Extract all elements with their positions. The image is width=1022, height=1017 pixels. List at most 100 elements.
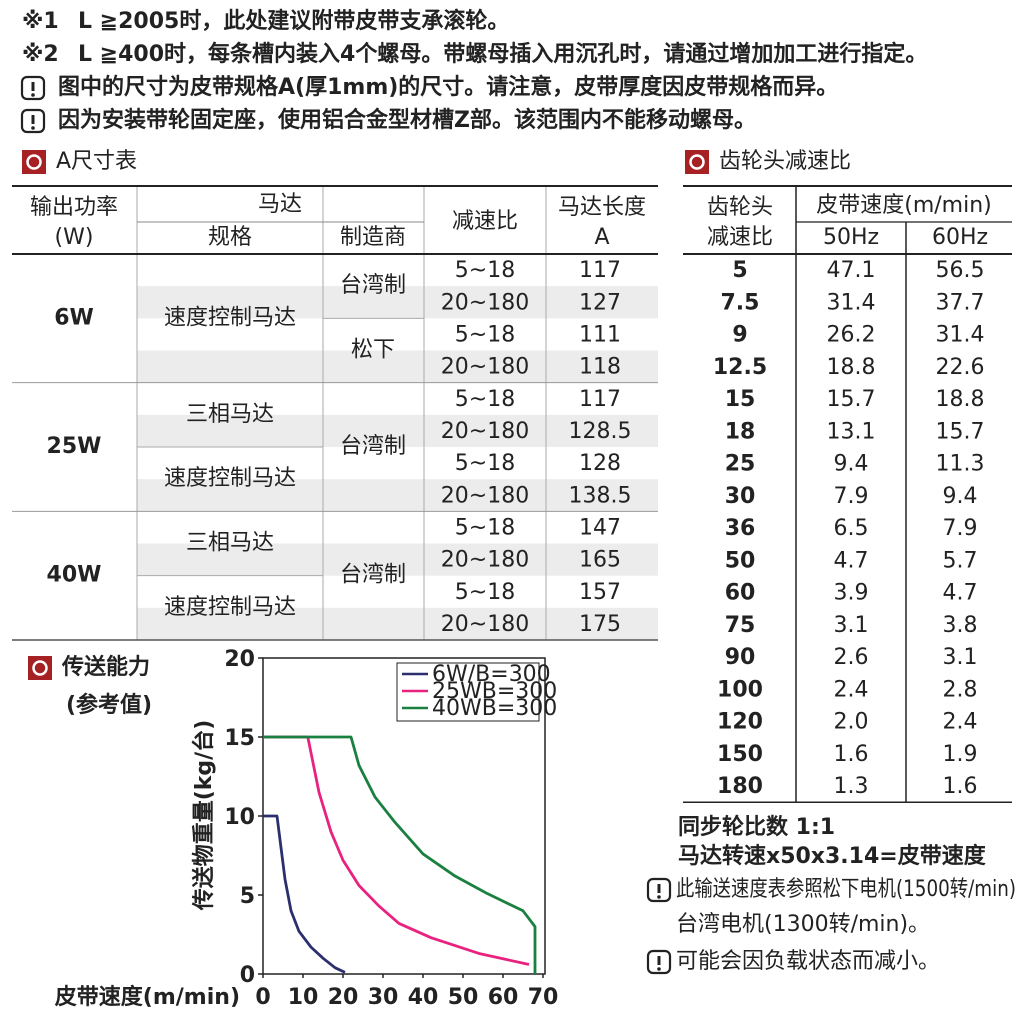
header-cell: A — [594, 225, 609, 250]
length-cell: 118 — [579, 355, 621, 380]
speed-cell: 9.4 — [943, 484, 978, 509]
warning-icon — [20, 75, 46, 101]
y-tick-label: 5 — [240, 884, 255, 909]
ratio-cell: 5~18 — [455, 322, 515, 347]
speed-cell: 1.3 — [834, 774, 869, 799]
speed-cell: 3.8 — [943, 613, 978, 638]
ratio-cell: 30 — [725, 484, 756, 509]
ratio-cell: 75 — [725, 613, 756, 638]
length-cell: 165 — [579, 548, 621, 573]
speed-cell: 13.1 — [827, 419, 876, 444]
speed-cell: 2.0 — [834, 710, 869, 735]
note-marker: ※1 — [22, 9, 59, 34]
x-tick-label: 40 — [408, 985, 439, 1010]
x-axis-label: 皮带速度(m/min) — [55, 984, 240, 1010]
x-tick-label: 10 — [288, 985, 319, 1010]
power-cell: 40W — [47, 563, 102, 588]
legend-label: 25WB=300 — [432, 679, 557, 704]
speed-cell: 31.4 — [936, 323, 985, 348]
header-cell: 60Hz — [932, 225, 988, 250]
row-shade — [137, 350, 658, 383]
legend-label: 40WB=300 — [432, 696, 557, 721]
y-tick-label: 0 — [240, 963, 255, 988]
ratio-cell: 5~18 — [455, 580, 515, 605]
header-cell: 制造商 — [340, 225, 406, 250]
length-cell: 138.5 — [569, 483, 632, 508]
speed-cell: 56.5 — [936, 258, 985, 283]
speed-cell: 37.7 — [936, 290, 985, 315]
header-cell: 50Hz — [823, 225, 879, 250]
section-title: A尺寸表 — [56, 149, 137, 174]
warning-icon — [646, 877, 672, 903]
speed-cell: 47.1 — [827, 258, 876, 283]
y-tick-label: 20 — [224, 647, 255, 672]
speed-cell: 15.7 — [827, 387, 876, 412]
ratio-cell: 180 — [717, 774, 763, 799]
note-marker: ※2 — [22, 42, 59, 67]
ratio-cell: 25 — [725, 452, 756, 477]
warning-icon-dot — [657, 967, 661, 971]
x-tick-label: 30 — [368, 985, 399, 1010]
length-cell: 175 — [579, 612, 621, 637]
x-tick-label: 60 — [488, 985, 519, 1010]
series-line — [263, 735, 537, 974]
speed-cell: 31.4 — [827, 290, 876, 315]
ratio-cell: 20~180 — [441, 612, 529, 637]
row-shade — [137, 607, 658, 640]
ratio-cell: 9 — [732, 323, 747, 348]
speed-cell: 2.4 — [834, 677, 869, 702]
ratio-cell: 20~180 — [441, 290, 529, 315]
power-cell: 25W — [47, 434, 102, 459]
ratio-cell: 150 — [717, 742, 763, 767]
note-text: L ≧2005时，此处建议附带皮带支承滚轮。 — [78, 8, 509, 34]
header-cell: 减速比 — [452, 209, 518, 234]
note-text: 台湾电机(1300转/min)。 — [676, 912, 930, 937]
spec-cell: 三相马达 — [186, 531, 274, 556]
legend-label: 6W/B=300 — [432, 662, 551, 687]
ratio-cell: 5 — [732, 258, 747, 283]
section-icon-ring — [32, 660, 48, 676]
warning-icon — [646, 949, 672, 975]
speed-cell: 4.7 — [834, 548, 869, 573]
ratio-cell: 20~180 — [441, 548, 529, 573]
length-cell: 111 — [579, 322, 621, 347]
length-cell: 117 — [579, 387, 621, 412]
maker-cell: 台湾制 — [340, 563, 406, 588]
x-tick-label: 70 — [528, 985, 559, 1010]
ratio-cell: 60 — [725, 581, 756, 606]
warning-icon-dot — [31, 93, 35, 97]
ratio-cell: 100 — [717, 677, 763, 702]
note-text: 此输送速度表参照松下电机(1500转/min) — [676, 877, 1016, 902]
warning-icon — [20, 108, 46, 134]
ratio-cell: 5~18 — [455, 387, 515, 412]
speed-cell: 7.9 — [834, 484, 869, 509]
header-cell: 规格 — [208, 225, 252, 250]
ratio-cell: 20~180 — [441, 419, 529, 444]
header-cell: 齿轮头 — [707, 195, 773, 220]
ratio-cell: 5~18 — [455, 258, 515, 283]
speed-cell: 1.6 — [834, 742, 869, 767]
header-cell: 马达长度 — [558, 195, 646, 220]
power-cell: 6W — [54, 305, 94, 330]
speed-cell: 26.2 — [827, 323, 876, 348]
ratio-cell: 7.5 — [721, 290, 760, 315]
ratio-cell: 36 — [725, 516, 756, 541]
chart-title: 传送能力 — [61, 654, 150, 680]
note-text: 因为安装带轮固定座，使用铝合金型材槽Z部。该范围内不能移动螺母。 — [58, 107, 756, 133]
speed-cell: 15.7 — [936, 419, 985, 444]
speed-cell: 7.9 — [943, 516, 978, 541]
x-tick-label: 50 — [448, 985, 479, 1010]
maker-cell: 松下 — [351, 338, 395, 363]
header-cell: 马达 — [258, 192, 302, 217]
header-cell: (W) — [55, 225, 94, 250]
spec-cell: 速度控制马达 — [164, 305, 296, 330]
section-icon-ring — [26, 154, 42, 170]
x-tick-label: 0 — [255, 985, 270, 1010]
row-shade — [137, 543, 658, 576]
note-text: L ≧400时，每条槽内装入4个螺母。带螺母插入用沉孔时，请通过增加加工进行指定… — [78, 41, 927, 67]
ratio-cell: 90 — [725, 645, 756, 670]
speed-cell: 18.8 — [936, 387, 985, 412]
speed-cell: 1.9 — [943, 742, 978, 767]
warning-icon-dot — [31, 126, 35, 130]
